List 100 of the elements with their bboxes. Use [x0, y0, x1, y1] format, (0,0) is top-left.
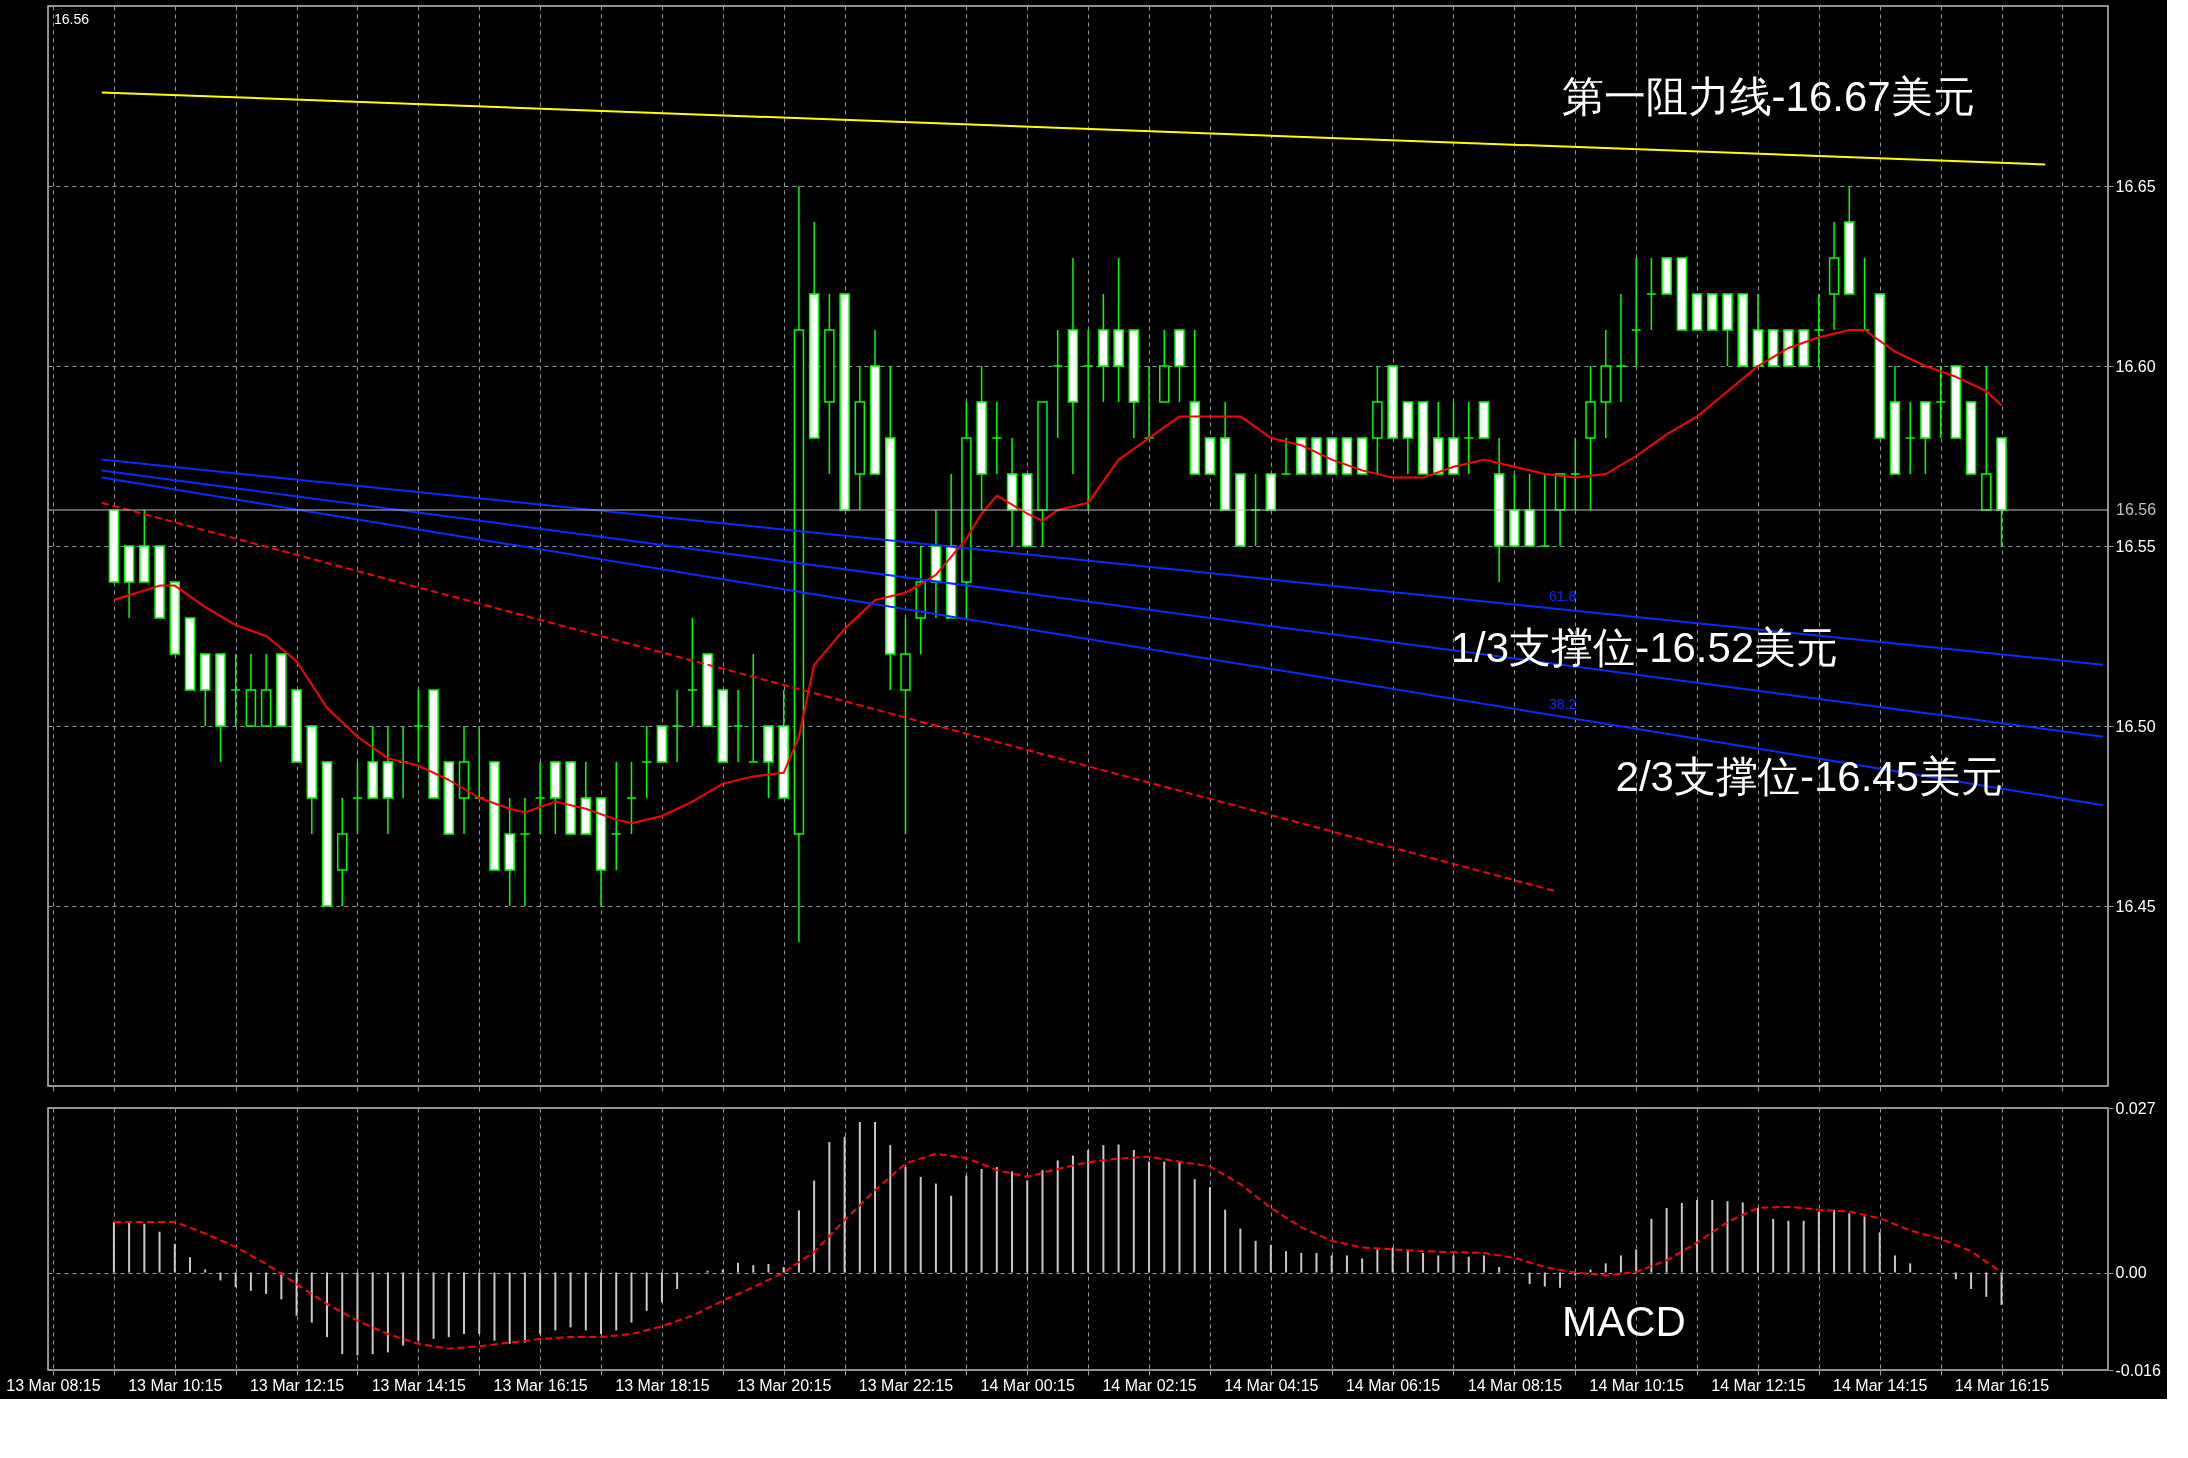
- bar: [1452, 1255, 1455, 1273]
- x-tick-label: 13 Mar 20:15: [737, 1376, 832, 1394]
- bar: [1893, 1255, 1896, 1273]
- bar: [1741, 1202, 1744, 1273]
- y-tick-label: 16.50: [2115, 717, 2156, 735]
- x-tick-label: 14 Mar 02:15: [1102, 1376, 1197, 1394]
- bar: [1056, 1160, 1059, 1273]
- bar: [584, 1272, 587, 1331]
- bar: [1437, 1255, 1440, 1273]
- bar: [249, 1272, 252, 1291]
- bar: [356, 1272, 359, 1356]
- bar: [1863, 1216, 1866, 1273]
- bar: [1011, 1171, 1014, 1273]
- bar: [371, 1272, 374, 1355]
- bar: [660, 1272, 663, 1303]
- y-tick-label: 16.55: [2115, 537, 2156, 555]
- bar: [1528, 1272, 1531, 1285]
- bar: [1239, 1228, 1242, 1273]
- bar: [767, 1263, 770, 1273]
- bar: [813, 1180, 816, 1273]
- bar: [1467, 1256, 1470, 1273]
- bar: [523, 1272, 526, 1343]
- bar: [128, 1221, 131, 1273]
- x-tick-label: 14 Mar 12:15: [1711, 1376, 1806, 1394]
- bar: [447, 1272, 450, 1338]
- bar: [1406, 1249, 1409, 1273]
- bar: [1650, 1218, 1653, 1273]
- bar: [797, 1210, 800, 1273]
- bar: [934, 1183, 937, 1273]
- bar: [326, 1272, 329, 1338]
- ref-line-label: 16.56: [2116, 501, 2157, 518]
- bar: [1208, 1187, 1211, 1273]
- bar: [1163, 1161, 1166, 1273]
- bar: [1802, 1220, 1805, 1273]
- bar: [1269, 1245, 1272, 1273]
- bar: [1680, 1203, 1683, 1273]
- bar: [386, 1272, 389, 1353]
- bar: [1985, 1272, 1988, 1297]
- bar: [645, 1272, 648, 1311]
- bar: [782, 1267, 785, 1273]
- bar: [1102, 1145, 1105, 1273]
- x-tick-label: 13 Mar 14:15: [371, 1376, 467, 1394]
- bar: [143, 1223, 146, 1273]
- bar: [950, 1195, 953, 1273]
- bar: [310, 1272, 313, 1323]
- bar: [1285, 1251, 1288, 1273]
- bar: [1711, 1200, 1714, 1273]
- bar: [1315, 1253, 1318, 1273]
- bar: [1726, 1201, 1729, 1273]
- bar: [737, 1262, 740, 1273]
- bar: [874, 1122, 877, 1273]
- x-tick-label: 13 Mar 16:15: [493, 1376, 588, 1394]
- bar: [995, 1167, 998, 1273]
- bar: [1178, 1161, 1181, 1273]
- y-tick-label: 16.45: [2115, 897, 2156, 915]
- bar: [1665, 1207, 1668, 1273]
- series-label: 61.8: [1549, 588, 1577, 605]
- bar: [1345, 1255, 1348, 1273]
- y-tick-label: -0.016: [2115, 1361, 2161, 1379]
- bar: [189, 1257, 191, 1273]
- bar: [630, 1272, 633, 1323]
- bar: [1422, 1253, 1425, 1273]
- series-label: 38.2: [1549, 695, 1577, 712]
- bar: [1954, 1272, 1957, 1280]
- bar: [539, 1272, 542, 1335]
- bar: [615, 1272, 618, 1331]
- bar: [858, 1122, 861, 1273]
- bar: [173, 1243, 176, 1273]
- x-tick-label: 13 Mar 10:15: [128, 1376, 223, 1394]
- bar: [1817, 1211, 1820, 1273]
- bar: [204, 1269, 207, 1273]
- bar: [721, 1269, 724, 1273]
- bar: [1026, 1180, 1029, 1273]
- x-tick-label: 14 Mar 10:15: [1589, 1376, 1684, 1394]
- bar: [1619, 1255, 1622, 1273]
- bar: [1909, 1263, 1912, 1273]
- bar: [919, 1176, 922, 1273]
- annotation: MACD: [1562, 1297, 1686, 1345]
- bar: [1970, 1272, 1973, 1289]
- bar: [1756, 1207, 1759, 1273]
- bar: [158, 1231, 161, 1273]
- bar: [417, 1272, 420, 1341]
- bar: [843, 1136, 846, 1273]
- bar: [1041, 1170, 1044, 1273]
- bar: [1376, 1249, 1379, 1273]
- x-tick-label: 14 Mar 08:15: [1467, 1376, 1563, 1394]
- bar: [341, 1272, 344, 1355]
- bar: [1361, 1258, 1364, 1273]
- bar: [828, 1142, 831, 1273]
- bar: [1132, 1150, 1135, 1273]
- bar: [1087, 1150, 1090, 1273]
- bar: [965, 1175, 968, 1273]
- x-tick-label: 14 Mar 00:15: [980, 1376, 1075, 1394]
- bar: [1391, 1247, 1394, 1273]
- bar: [980, 1168, 983, 1273]
- bar: [1148, 1161, 1151, 1273]
- x-tick-label: 14 Mar 14:15: [1833, 1376, 1928, 1394]
- bar: [1589, 1269, 1592, 1273]
- bar: [463, 1272, 466, 1335]
- annotation: 16.56: [54, 11, 90, 27]
